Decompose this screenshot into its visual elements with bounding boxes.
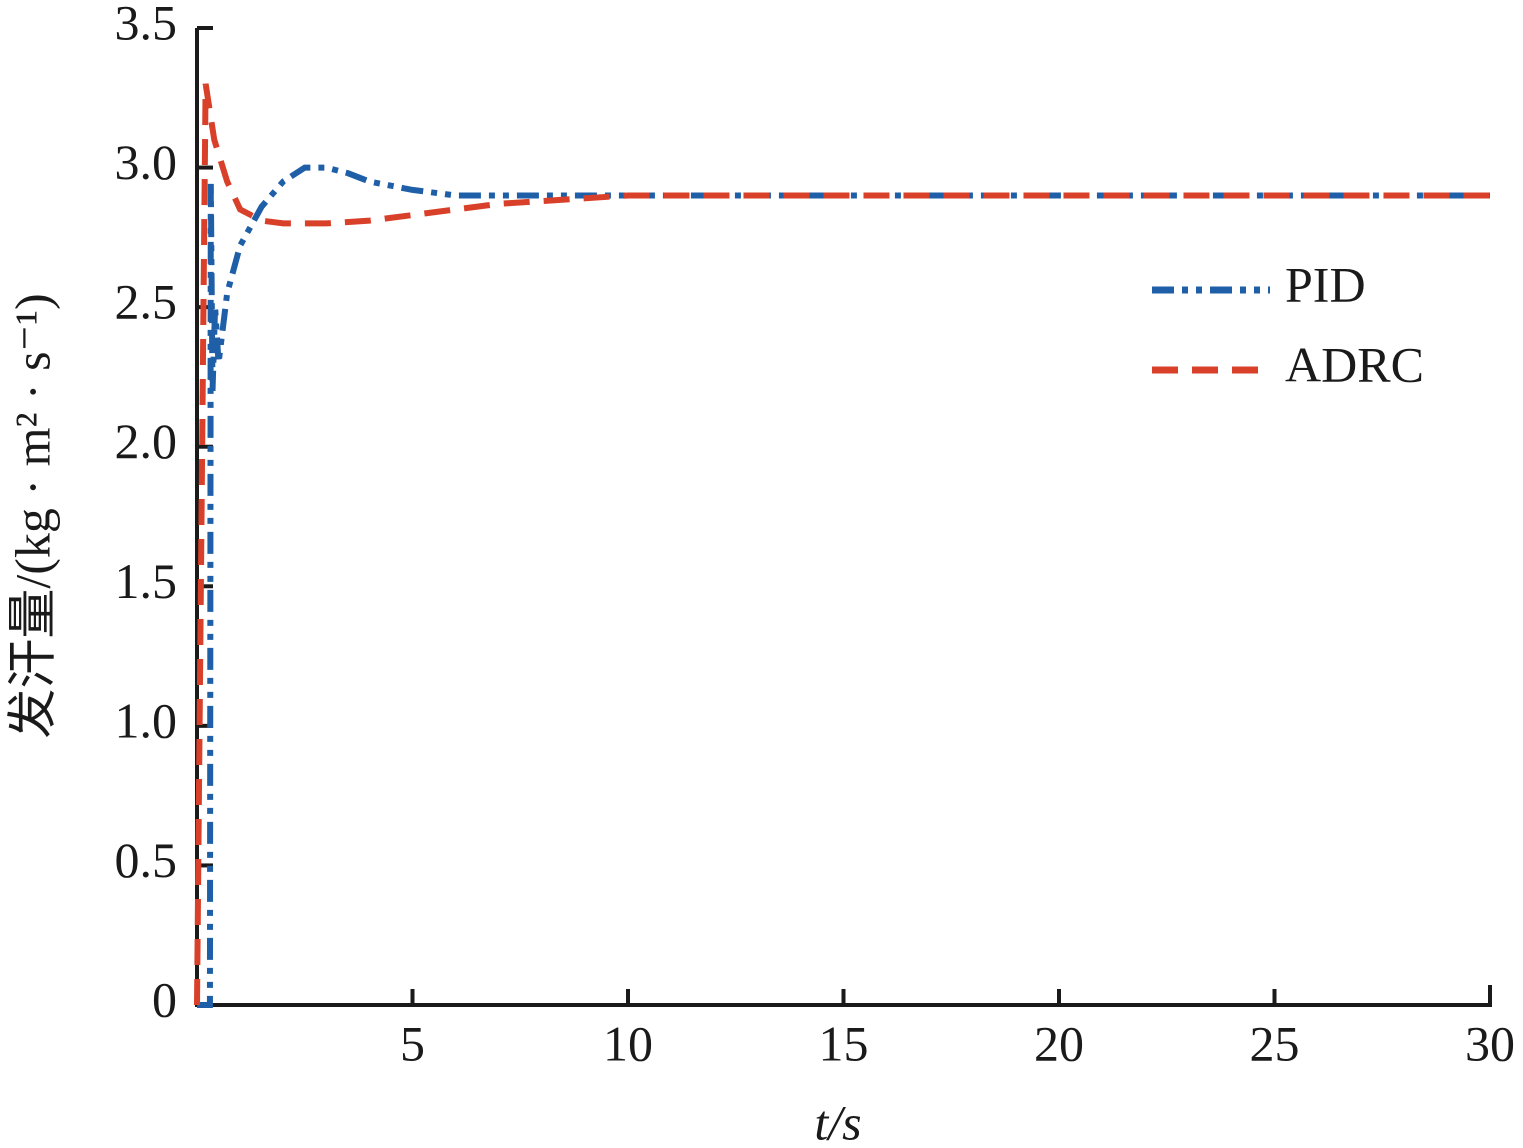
line-series [197, 164, 1490, 1008]
x-tick-label: 20 [1034, 1015, 1084, 1071]
y-tick-label: 0.5 [115, 832, 178, 888]
x-tick-label: 10 [603, 1015, 653, 1071]
x-tick-label: 25 [1250, 1015, 1300, 1071]
y-tick-label: 3.5 [115, 0, 178, 50]
y-tick-label: 1.5 [115, 553, 178, 609]
axes [195, 28, 1492, 1007]
y-tick-label: 3.0 [115, 134, 178, 190]
x-tick-label: 30 [1465, 1015, 1515, 1071]
legend-label: PID [1285, 256, 1366, 312]
legend-label: ADRC [1285, 336, 1424, 392]
line-series [194, 83, 1490, 1006]
x-tick-label: 5 [400, 1015, 425, 1071]
y-tick-label: 0 [152, 971, 177, 1027]
y-axis-label: 发汗量/(kg · m² · s⁻¹) [4, 293, 60, 738]
x-tick-label: 15 [819, 1015, 869, 1071]
y-tick-label: 1.0 [115, 692, 178, 748]
y-tick-label: 2.5 [115, 274, 178, 330]
x-axis-label: t/s [814, 1094, 861, 1148]
y-tick-label: 2.0 [115, 413, 178, 469]
